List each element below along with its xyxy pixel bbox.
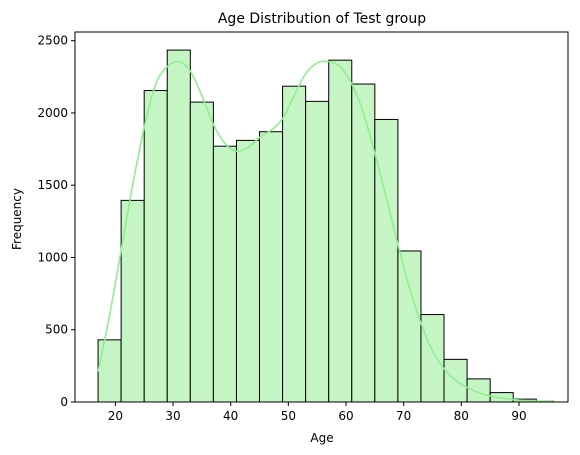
histogram-bar [235,139,261,403]
plot-frame [74,31,569,403]
histogram-bar [166,49,191,403]
histogram-bar [328,59,353,403]
x-axis-ticks: 20 30 40 50 60 70 80 90 [108,402,527,423]
y-axis-title: Frequency [10,188,24,250]
histogram-bar [305,100,330,403]
y-tick-label: 2000 [37,106,68,120]
histogram-bar [189,101,214,403]
histogram-bar [397,250,422,403]
x-tick-label: 50 [281,409,296,423]
x-tick-label: 20 [108,409,123,423]
x-tick-label: 80 [454,409,469,423]
y-tick-label: 2500 [37,34,68,48]
x-tick-label: 40 [223,409,238,423]
histogram-bar [282,85,307,403]
histogram-bar [420,314,445,403]
y-tick-label: 500 [45,323,68,337]
histogram-bar [374,118,399,403]
x-tick-label: 70 [396,409,411,423]
histogram-bar [97,339,122,403]
x-tick-label: 30 [165,409,180,423]
chart-title: Age Distribution of Test group [218,11,426,27]
y-tick-label: 0 [60,395,68,409]
kde-curve [97,60,554,403]
y-tick-label: 1500 [37,178,68,192]
histogram-bar [143,90,168,403]
histogram-bar [259,131,284,403]
histogram-bar [466,378,491,403]
x-axis-title: Age [310,431,333,445]
x-tick-label: 60 [338,409,353,423]
y-axis-ticks: 0 500 1000 1500 2000 2500 [37,34,75,409]
histogram-bar [212,145,237,403]
bars-group [97,49,555,403]
histogram-bar [351,83,376,403]
y-tick-label: 1000 [37,250,68,264]
x-tick-label: 90 [511,409,526,423]
